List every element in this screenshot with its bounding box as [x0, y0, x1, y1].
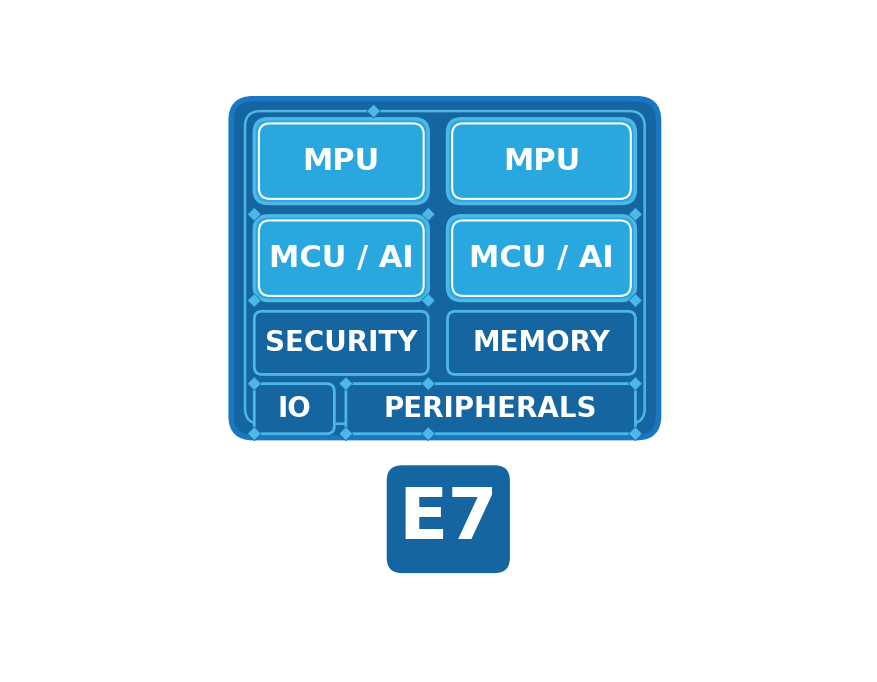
Text: MEMORY: MEMORY: [473, 329, 610, 357]
FancyBboxPatch shape: [447, 216, 636, 301]
Polygon shape: [421, 293, 435, 308]
FancyBboxPatch shape: [387, 465, 510, 573]
Text: MPU: MPU: [303, 147, 380, 176]
Polygon shape: [629, 376, 642, 391]
Text: MCU / AI: MCU / AI: [469, 243, 614, 273]
FancyBboxPatch shape: [254, 311, 428, 374]
Polygon shape: [629, 207, 642, 221]
Polygon shape: [629, 293, 642, 308]
Polygon shape: [247, 376, 261, 391]
FancyBboxPatch shape: [254, 216, 428, 301]
Polygon shape: [339, 376, 353, 391]
Polygon shape: [629, 427, 642, 441]
Polygon shape: [421, 207, 435, 221]
Text: MCU / AI: MCU / AI: [269, 243, 414, 273]
Polygon shape: [247, 427, 261, 441]
FancyBboxPatch shape: [254, 384, 334, 434]
Polygon shape: [421, 376, 435, 391]
Polygon shape: [247, 293, 261, 308]
FancyBboxPatch shape: [447, 311, 636, 374]
FancyBboxPatch shape: [254, 119, 428, 203]
Polygon shape: [421, 427, 435, 441]
FancyBboxPatch shape: [346, 384, 636, 434]
Text: MPU: MPU: [503, 147, 580, 176]
Text: PERIPHERALS: PERIPHERALS: [384, 395, 597, 423]
FancyBboxPatch shape: [232, 99, 659, 438]
FancyBboxPatch shape: [447, 119, 636, 203]
Text: SECURITY: SECURITY: [265, 329, 417, 357]
Polygon shape: [339, 427, 353, 441]
Polygon shape: [367, 104, 381, 118]
Text: E7: E7: [398, 485, 498, 554]
Polygon shape: [247, 207, 261, 221]
Text: IO: IO: [277, 395, 311, 423]
